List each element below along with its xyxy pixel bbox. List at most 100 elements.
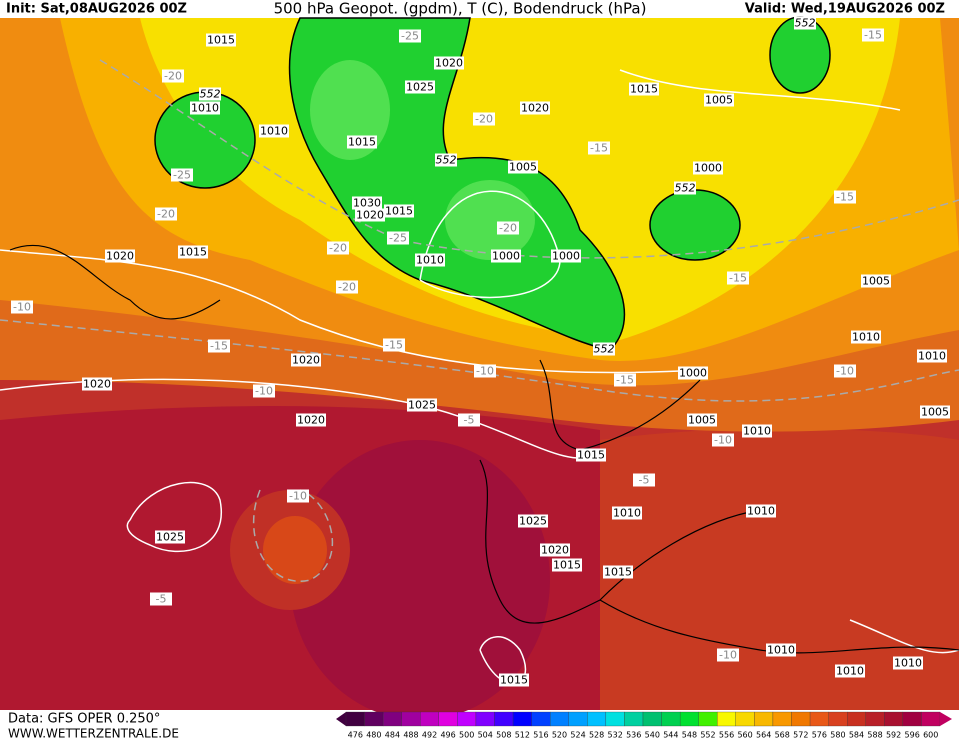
isobar-label: 1025: [408, 399, 436, 412]
colorbar-swatch: [382, 711, 402, 727]
colorbar-label: 592: [886, 731, 901, 740]
colorbar-swatch: [401, 711, 421, 727]
colorbar-label: 488: [403, 731, 418, 740]
temperature-label-box: [862, 28, 884, 42]
temperature-label-box: [633, 473, 655, 487]
temperature-label-box: [387, 231, 409, 245]
isobar-label: 1020: [292, 354, 320, 367]
isobar-label: 1010: [743, 425, 771, 438]
isobar-label: 1025: [519, 515, 547, 528]
temperature-label: -5: [639, 474, 650, 487]
isobar-label-box: [551, 249, 581, 263]
isobar-label: 1025: [156, 531, 184, 544]
isobar-label-box: [742, 424, 772, 438]
isobar-label: 1005: [705, 94, 733, 107]
isobar-label: 1000: [679, 367, 707, 380]
isobar-label-box: [415, 253, 445, 267]
isobar-label: 1005: [509, 161, 537, 174]
isobar-label-box: [434, 56, 464, 70]
isobar-label: 1020: [356, 209, 384, 222]
colorbar-label: 484: [385, 731, 400, 740]
colorbar-swatch: [550, 711, 569, 727]
isobar-label-box: [347, 135, 377, 149]
colorbar-swatch: [512, 711, 532, 727]
temperature-label: -15: [590, 142, 608, 155]
height-label: 552: [594, 343, 615, 356]
website: WWW.WETTERZENTRALE.DE: [8, 727, 179, 741]
isobar-label: 1030: [353, 197, 381, 210]
isobar-label: 1010: [613, 507, 641, 520]
colorbar-label: 588: [867, 731, 882, 740]
isobar-label-box: [518, 514, 548, 528]
isobar-label-box: [206, 33, 236, 47]
temperature-label: -10: [476, 365, 494, 378]
colorbar-label: 480: [366, 731, 381, 740]
colorbar-swatch: [735, 711, 755, 727]
temperature-label: -10: [255, 385, 273, 398]
colorbar-label: 528: [589, 731, 604, 740]
colorbar-label: 580: [830, 731, 845, 740]
isobar-label-box: [861, 274, 891, 288]
isobar-label-box: [82, 377, 112, 391]
temperature-label: -20: [475, 113, 493, 126]
temperature-label-box: [208, 339, 230, 353]
colorbar-swatch: [921, 711, 941, 727]
isobar-label: 1020: [83, 378, 111, 391]
isobar-label: 1010: [918, 350, 946, 363]
colorbar-label: 568: [775, 731, 790, 740]
colorbar-label: 600: [923, 731, 938, 740]
colorbar-label: 536: [626, 731, 641, 740]
height-label-box: [199, 87, 221, 101]
temperature-label: -20: [157, 208, 175, 221]
colorbar-left-arrow: [336, 712, 346, 726]
colorbar-swatch: [679, 711, 699, 727]
temperature-label-box: [11, 300, 33, 314]
temperature-label-box: [150, 592, 172, 606]
init-time: Init: Sat,08AUG2026 00Z: [6, 2, 187, 17]
isobar-label: 1010: [894, 657, 922, 670]
isobar-label-box: [766, 643, 796, 657]
isobar-label: 1025: [406, 81, 434, 94]
colorbar-swatch: [809, 711, 829, 727]
colorbar-swatch: [847, 711, 866, 727]
temperature-label: -5: [464, 414, 475, 427]
height-label: 552: [795, 17, 816, 30]
colorbar-label: 564: [756, 731, 771, 740]
colorbar-label: 572: [793, 731, 808, 740]
temperature-label: -10: [289, 490, 307, 503]
colorbar-label: 496: [440, 731, 455, 740]
colorbar-swatch: [605, 711, 625, 727]
colorbar-swatch: [587, 711, 607, 727]
temperature-label-box: [458, 413, 480, 427]
map-labels: 1015102010251020101010101015100510151005…: [11, 16, 950, 687]
isobar-label: 1020: [541, 544, 569, 557]
isobar-label-box: [678, 366, 708, 380]
isobar-label-box: [384, 204, 414, 218]
isobar-label-box: [693, 161, 723, 175]
isobar-label-box: [704, 93, 734, 107]
colorbar-swatch: [624, 711, 644, 727]
temperature-label: -25: [389, 232, 407, 245]
isobar-label-box: [407, 398, 437, 412]
data-source: Data: GFS OPER 0.250°: [8, 712, 160, 727]
colorbar-label: 512: [515, 731, 530, 740]
colorbar-label: 596: [905, 731, 920, 740]
temperature-label-box: [473, 112, 495, 126]
isobar-label-box: [155, 530, 185, 544]
isobar-label: 1005: [921, 406, 949, 419]
temperature-label: -15: [836, 191, 854, 204]
colorbar-label: 500: [459, 731, 474, 740]
temperature-label: -15: [210, 340, 228, 353]
colorbar-label: 548: [682, 731, 697, 740]
temperature-label: -20: [499, 222, 517, 235]
colorbar-swatch: [364, 711, 384, 727]
isobar-label-box: [629, 82, 659, 96]
isobar-label-box: [851, 330, 881, 344]
temperature-label-box: [399, 29, 421, 43]
temperature-label-box: [327, 241, 349, 255]
colorbar-swatch: [717, 711, 736, 727]
colorbar-label: 476: [348, 731, 363, 740]
isobar-label-box: [520, 101, 550, 115]
height-label: 552: [675, 182, 696, 195]
